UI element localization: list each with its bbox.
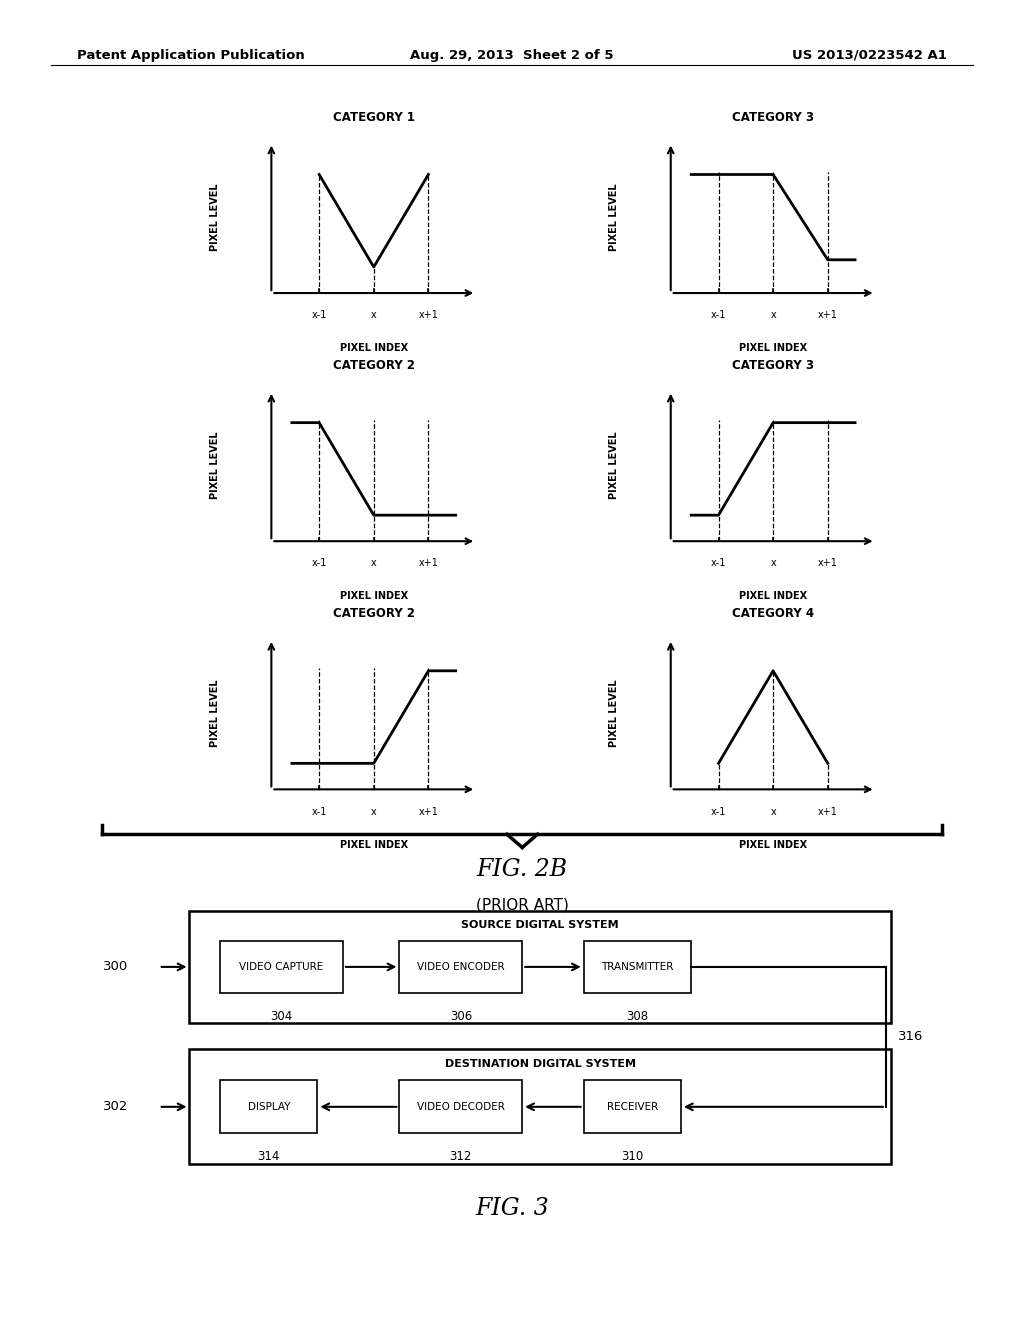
Text: US 2013/0223542 A1: US 2013/0223542 A1 (793, 49, 947, 62)
Text: PIXEL INDEX: PIXEL INDEX (739, 840, 807, 850)
Text: VIDEO ENCODER: VIDEO ENCODER (417, 962, 505, 972)
Text: x: x (770, 310, 776, 321)
Text: x-1: x-1 (711, 807, 726, 817)
Text: CATEGORY 3: CATEGORY 3 (732, 359, 814, 372)
Text: CATEGORY 4: CATEGORY 4 (732, 607, 814, 620)
Text: PIXEL LEVEL: PIXEL LEVEL (210, 183, 220, 251)
Text: x+1: x+1 (818, 807, 838, 817)
Text: 316: 316 (898, 1031, 924, 1043)
Text: x+1: x+1 (419, 310, 438, 321)
Text: x: x (371, 310, 377, 321)
Text: DISPLAY: DISPLAY (248, 1102, 290, 1111)
Text: x+1: x+1 (419, 807, 438, 817)
Text: x+1: x+1 (818, 310, 838, 321)
Text: x-1: x-1 (711, 558, 726, 569)
Text: x+1: x+1 (818, 558, 838, 569)
Text: PIXEL INDEX: PIXEL INDEX (340, 840, 408, 850)
Text: 312: 312 (450, 1151, 472, 1163)
Text: PIXEL INDEX: PIXEL INDEX (340, 343, 408, 354)
Text: PIXEL INDEX: PIXEL INDEX (340, 591, 408, 602)
Text: 314: 314 (258, 1151, 280, 1163)
Text: PIXEL INDEX: PIXEL INDEX (739, 591, 807, 602)
Text: VIDEO CAPTURE: VIDEO CAPTURE (240, 962, 324, 972)
Text: x-1: x-1 (311, 558, 327, 569)
Text: x-1: x-1 (311, 807, 327, 817)
Text: (PRIOR ART): (PRIOR ART) (476, 898, 568, 912)
Text: DESTINATION DIGITAL SYSTEM: DESTINATION DIGITAL SYSTEM (444, 1059, 636, 1069)
Text: PIXEL LEVEL: PIXEL LEVEL (210, 432, 220, 499)
Text: x+1: x+1 (419, 558, 438, 569)
Text: FIG. 2B: FIG. 2B (477, 858, 567, 880)
Text: CATEGORY 3: CATEGORY 3 (732, 111, 814, 124)
Text: CATEGORY 2: CATEGORY 2 (333, 607, 415, 620)
Text: 304: 304 (270, 1011, 293, 1023)
Text: 302: 302 (102, 1101, 128, 1113)
Text: SOURCE DIGITAL SYSTEM: SOURCE DIGITAL SYSTEM (462, 920, 618, 931)
Text: CATEGORY 2: CATEGORY 2 (333, 359, 415, 372)
Text: Patent Application Publication: Patent Application Publication (77, 49, 304, 62)
Text: RECEIVER: RECEIVER (606, 1102, 658, 1111)
Text: PIXEL INDEX: PIXEL INDEX (739, 343, 807, 354)
Text: Aug. 29, 2013  Sheet 2 of 5: Aug. 29, 2013 Sheet 2 of 5 (411, 49, 613, 62)
Text: FIG. 3: FIG. 3 (475, 1197, 549, 1220)
Text: x: x (371, 558, 377, 569)
Text: 306: 306 (450, 1011, 472, 1023)
Text: x-1: x-1 (711, 310, 726, 321)
Text: x: x (770, 558, 776, 569)
Text: 300: 300 (102, 961, 128, 973)
Text: TRANSMITTER: TRANSMITTER (601, 962, 674, 972)
Text: 308: 308 (627, 1011, 648, 1023)
Text: x: x (770, 807, 776, 817)
Text: x: x (371, 807, 377, 817)
Text: PIXEL LEVEL: PIXEL LEVEL (609, 183, 620, 251)
Text: PIXEL LEVEL: PIXEL LEVEL (609, 432, 620, 499)
Text: PIXEL LEVEL: PIXEL LEVEL (609, 680, 620, 747)
Text: x-1: x-1 (311, 310, 327, 321)
Text: 310: 310 (622, 1151, 643, 1163)
Text: CATEGORY 1: CATEGORY 1 (333, 111, 415, 124)
Text: PIXEL LEVEL: PIXEL LEVEL (210, 680, 220, 747)
Text: VIDEO DECODER: VIDEO DECODER (417, 1102, 505, 1111)
